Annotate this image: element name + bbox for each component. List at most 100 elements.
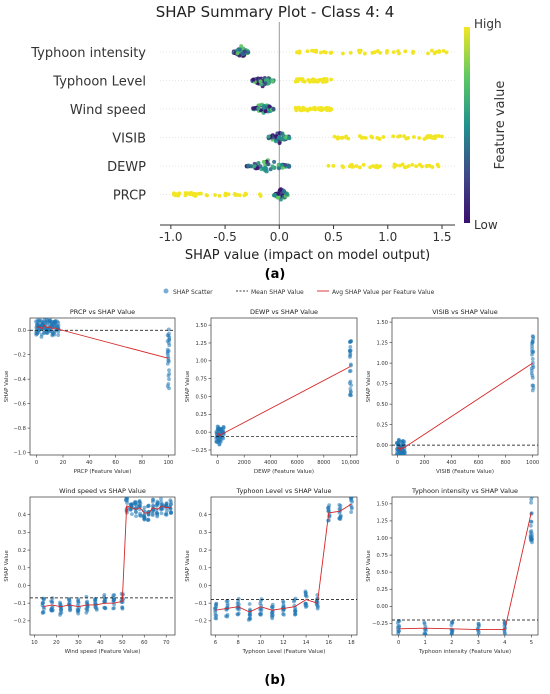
y-tick-label: 1.50: [376, 502, 388, 508]
scatter-point: [315, 606, 320, 611]
shap-point-low: [261, 106, 266, 111]
shap-point-high: [428, 134, 433, 139]
x-tick-label: 40: [86, 460, 93, 466]
scatter-point: [529, 519, 534, 524]
shap-point-high: [319, 78, 323, 82]
scatter-point: [247, 602, 252, 606]
x-tick-label: 2: [450, 640, 453, 646]
colorbar-title: Feature value: [493, 81, 508, 170]
panel-ylabel: SHAP Value: [4, 550, 10, 582]
scatter-point: [402, 439, 407, 444]
x-tick-label: 1.0: [378, 230, 397, 244]
scatter-point: [67, 598, 72, 603]
shap-point-high: [392, 162, 397, 167]
shap-point-high: [329, 77, 334, 82]
scatter-point: [130, 512, 134, 517]
scatter-point: [349, 505, 354, 510]
x-tick-label: 0: [216, 460, 219, 466]
scatter-point: [530, 497, 534, 498]
scatter-point: [530, 346, 534, 351]
x-tick-label: 50: [119, 640, 126, 646]
legend-mean-label: Mean SHAP Value: [251, 289, 304, 296]
shap-point-high: [410, 162, 415, 167]
scatter-point: [270, 614, 275, 619]
y-tick-label: 0.0: [18, 328, 26, 334]
shap-point-high: [223, 193, 228, 197]
scatter-point: [112, 606, 116, 610]
y-tick-label: −0.6: [13, 401, 26, 407]
feature-label: Typhoon Level: [52, 75, 146, 90]
x-tick-label: 14: [303, 640, 310, 646]
scatter-point: [347, 369, 352, 374]
x-tick-label: 60: [112, 460, 119, 466]
scatter-point: [167, 368, 171, 373]
shap-point-high: [176, 193, 181, 198]
shap-point-low: [286, 135, 291, 140]
shap-point-high: [436, 164, 441, 169]
scatter-point: [450, 628, 455, 633]
x-tick-label: 12: [280, 640, 287, 646]
y-tick-label: 1.25: [376, 519, 388, 525]
y-tick-label: 0.2: [199, 548, 207, 554]
scatter-point: [528, 523, 533, 528]
shap-point-low: [276, 194, 281, 199]
y-tick-label: −0.2: [194, 619, 207, 625]
scatter-point: [529, 489, 533, 493]
scatter-point: [58, 613, 62, 617]
shap-point-high: [411, 49, 416, 54]
scatter-point: [56, 333, 61, 337]
shap-point-low: [242, 49, 247, 54]
panel-xlabel: Wind speed (Feature Value): [65, 649, 141, 655]
shap-point-high: [396, 49, 400, 54]
shap-point-low: [284, 192, 289, 197]
x-tick-label: 1.5: [432, 230, 451, 244]
y-tick-label: 1.50: [195, 323, 207, 329]
scatter-point: [422, 620, 427, 625]
scatter-point: [396, 629, 401, 634]
shap-point-low: [266, 81, 271, 86]
shap-point-low: [251, 77, 256, 82]
shap-point-low: [283, 162, 288, 167]
shap-point-high: [331, 163, 336, 168]
feature-label: DEWP: [107, 160, 146, 175]
y-tick-label: 0.00: [376, 604, 388, 610]
x-tick-label: 600: [474, 460, 484, 466]
scatter-point: [348, 355, 352, 359]
shap-point-high: [293, 105, 298, 110]
scatter-point: [93, 605, 98, 609]
x-tick-label: 60: [141, 640, 148, 646]
y-tick-label: 0.75: [195, 376, 207, 382]
feature-label: VISIB: [112, 132, 146, 147]
x-tick-label: 0.0: [270, 230, 289, 244]
shap-point-high: [217, 193, 222, 198]
shap-point-low: [272, 159, 277, 164]
x-tick-label: 0: [396, 460, 399, 466]
panel-ylabel: SHAP Value: [366, 550, 372, 582]
y-tick-label: 0.75: [376, 381, 388, 387]
x-tick-label: 80: [139, 460, 146, 466]
scatter-point: [338, 514, 343, 519]
shap-point-high: [375, 49, 380, 53]
shap-point-high: [335, 136, 340, 141]
x-tick-label: 10,000: [341, 460, 359, 466]
shap-point-high: [242, 193, 247, 198]
scatter-point: [129, 502, 134, 507]
shap-point-low: [261, 159, 266, 164]
x-tick-label: 20: [60, 460, 67, 466]
scatter-point: [337, 507, 342, 511]
scatter-point: [530, 383, 535, 388]
shap-point-low: [273, 139, 278, 144]
shap-point-high: [436, 134, 441, 138]
y-tick-label: 0.50: [376, 402, 388, 408]
legend-avg-label: Avg SHAP Value per Feature Value: [332, 289, 435, 296]
scatter-point: [348, 352, 353, 356]
scatter-point: [270, 604, 274, 609]
x-tick-label: 5: [530, 640, 533, 646]
shap-point-high: [185, 191, 190, 196]
y-tick-label: 1.00: [376, 361, 388, 367]
shap-point-high: [332, 134, 337, 139]
shap-point-high: [199, 191, 203, 196]
scatter-point: [215, 424, 220, 429]
